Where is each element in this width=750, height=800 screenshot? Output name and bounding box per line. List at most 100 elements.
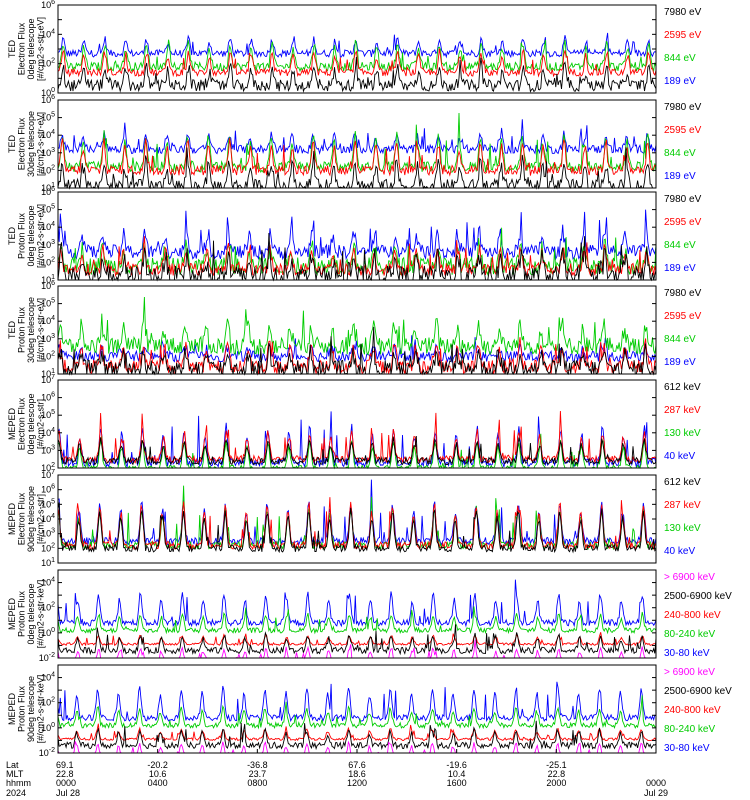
y-axis-label-line: [#/cm2-s-str] (35, 494, 45, 544)
y-tick-label: 103 (41, 239, 55, 250)
y-axis-label-line: Proton Flux (16, 306, 26, 353)
y-axis-label-line: TED (7, 39, 17, 58)
panel-5: 102 103 104 105 106 107 MEPED Electron Flux 0deg… (7, 374, 701, 473)
y-tick-label: 101 (41, 274, 55, 285)
y-tick-label: 101 (41, 182, 55, 193)
series-red-line (57, 337, 657, 376)
y-axis-label: MEPED Proton Flux 0deg telescope [#/cm2-s-s… (7, 580, 46, 649)
y-tick-label: 105 (41, 204, 55, 215)
legend-entry: 2595 eV (664, 311, 702, 322)
legend-entry: 7980 eV (664, 288, 702, 299)
legend-entry: 130 keV (664, 428, 701, 439)
series-black-line (57, 502, 657, 554)
legend-entry: 7980 eV (664, 102, 702, 113)
x-tick-label: 69.1 (56, 760, 74, 770)
y-tick-label: 106 (41, 186, 55, 197)
y-tick-label: 104 (41, 28, 55, 39)
legend-entry: > 6900 keV (664, 667, 715, 678)
x-tick-label: 22.8 (548, 769, 566, 779)
series-red-line (57, 236, 657, 278)
legend-entry: 80-240 keV (664, 724, 715, 735)
y-tick-label: 103 (41, 147, 55, 158)
panel-frame (57, 191, 657, 281)
y-tick-label: 105 (41, 112, 55, 123)
x-row-label: 2024 (6, 788, 26, 798)
series-green-line (57, 606, 657, 635)
y-axis-label-line: MEPED (7, 598, 17, 631)
y-tick-label: 105 (41, 409, 55, 420)
legend-entry: 130 keV (664, 523, 701, 534)
y-axis-label-line: 30deg telescope (26, 297, 36, 363)
series-blue-line (57, 479, 657, 547)
x-tick-label: 18.6 (348, 769, 366, 779)
y-tick-label: 102 (41, 462, 55, 473)
panel-frame (57, 99, 657, 189)
legend-entry: 2595 eV (664, 217, 702, 228)
y-tick-label: 103 (41, 444, 55, 455)
y-tick-label: 10-2 (39, 652, 55, 663)
series-blue-line (57, 209, 657, 261)
legend-entry: 2500-6900 keV (664, 686, 732, 697)
y-axis-label-line: MEPED (7, 503, 17, 536)
x-tick-label: 2000 (546, 778, 566, 788)
legend-entry: 2595 eV (664, 125, 702, 136)
series-green-line (57, 695, 657, 730)
series-black-line (57, 624, 657, 656)
panel-1: 100 102 104 106 TED Electron Flux 0deg telesco… (7, 0, 702, 98)
panel-frame (57, 569, 657, 659)
y-tick-label: 102 (41, 58, 55, 69)
x-tick-label: 0000 (56, 778, 76, 788)
legend-entry: 844 eV (664, 334, 696, 345)
y-axis-label-line: 0deg telescope (26, 583, 36, 644)
y-axis-label-line: Proton Flux (16, 685, 26, 732)
x-tick-label: 0800 (247, 778, 267, 788)
legend-entry: 189 eV (664, 263, 696, 274)
legend-entry: 40 keV (664, 451, 695, 462)
legend-entry: 30-80 keV (664, 743, 710, 754)
y-axis-label: TED Electron Flux 0deg telescope [#/cm2-s-s… (7, 17, 46, 81)
series-green-line (57, 485, 657, 551)
y-tick-label: 107 (41, 374, 55, 385)
series-green-line (57, 39, 657, 73)
x-tick-label: -19.6 (446, 760, 467, 770)
y-tick-label: 102 (41, 350, 55, 361)
y-tick-label: 107 (41, 469, 55, 480)
series-blue-line (57, 579, 657, 628)
y-axis-label-line: 0deg telescope (26, 205, 36, 266)
x-tick-label: 23.7 (249, 769, 267, 779)
y-axis-label-line: [#/cm2-s-str-eV] (35, 204, 45, 268)
y-tick-label: 100 (41, 87, 55, 98)
panel-3: 101 102 103 104 105 106 TED Proton Flux 0deg tel… (7, 186, 702, 285)
x-tick-label: -36.8 (247, 760, 268, 770)
series-black-line (57, 435, 657, 466)
x-tick-label: Jul 28 (56, 788, 80, 798)
y-tick-label: 10-2 (39, 747, 55, 758)
y-axis-label-line: Electron Flux (16, 117, 26, 170)
x-tick-label: 0000 (646, 778, 666, 788)
x-tick-label: 10.6 (149, 769, 167, 779)
x-tick-label: 1200 (347, 778, 367, 788)
y-tick-label: 103 (41, 528, 55, 539)
y-axis-label-line: [#/cm2-s-str-eV] (35, 298, 45, 362)
y-tick-label: 102 (41, 542, 55, 553)
y-axis-label-line: 90deg telescope (26, 486, 36, 552)
y-axis-label-line: [#/cm2-s-str-keV] (35, 675, 45, 744)
y-axis-label-line: Proton Flux (16, 590, 26, 637)
y-axis-label-line: [#/cm2-s-str] (35, 399, 45, 449)
x-tick-label: Jul 29 (644, 788, 668, 798)
legend-entry: 80-240 keV (664, 629, 715, 640)
panel-2: 101 102 103 104 105 106 TED Electron Flux 30deg … (7, 94, 702, 193)
y-tick-label: 102 (41, 164, 55, 175)
y-tick-label: 104 (41, 577, 55, 588)
y-tick-label: 104 (41, 315, 55, 326)
legend-entry: 189 eV (664, 76, 696, 87)
x-row-label: MLT (6, 769, 24, 779)
legend-entry: 7980 eV (664, 194, 702, 205)
y-tick-label: 104 (41, 427, 55, 438)
y-tick-label: 106 (41, 0, 55, 10)
y-axis-label-line: 90deg telescope (26, 676, 36, 742)
legend-entry: 40 keV (664, 546, 695, 557)
